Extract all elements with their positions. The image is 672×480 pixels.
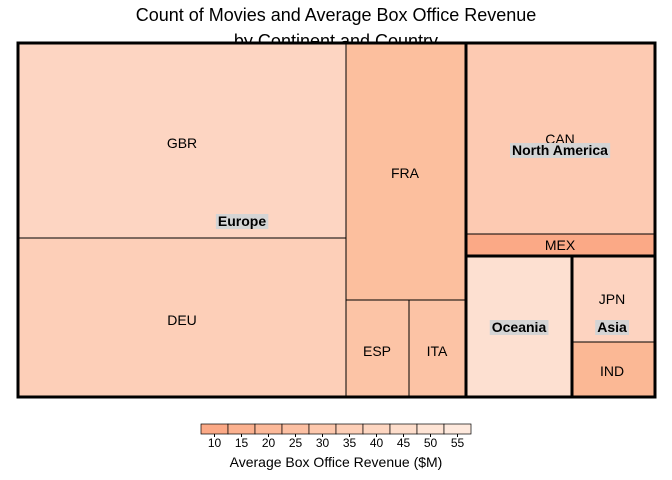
legend-swatch [389,423,418,435]
cell-label-jpn: JPN [599,291,625,307]
group-label-bg-oceania [489,320,549,335]
treemap-group-labels: Europe North America Oceania Asia [215,142,629,335]
cell-label-ita: ITA [427,343,448,359]
group-border-asia [570,254,657,399]
treemap-cells [17,42,656,398]
cell-label-deu: DEU [167,312,197,328]
legend-swatch [308,423,337,435]
treemap-group-borders [16,41,657,399]
legend-tick-label: 35 [343,436,357,450]
treemap-cell-ita [408,299,467,398]
legend-swatch [281,423,310,435]
legend-ticks: 10 15 20 25 30 35 40 45 50 55 [208,434,465,450]
legend-swatch [227,423,256,435]
group-label-asia: Asia [597,319,627,335]
treemap-cell-can [465,42,656,235]
cell-label-ind: IND [600,363,624,379]
chart-title-line-1: Count of Movies and Average Box Office R… [136,5,537,25]
color-legend: 10 15 20 25 30 35 40 45 50 55 Average Box Office … [200,423,472,470]
legend-swatch [254,423,283,435]
cell-label-gbr: GBR [167,135,197,151]
legend-tick-label: 40 [370,436,384,450]
legend-tick-label: 15 [235,436,249,450]
legend-tick-label: 20 [262,436,276,450]
cell-label-fra: FRA [391,165,420,181]
group-label-oceania: Oceania [492,319,547,335]
treemap-cell-ind [571,341,656,398]
legend-tick-label: 10 [208,436,222,450]
group-label-north-america: North America [512,142,608,158]
legend-swatches [200,423,472,435]
legend-swatch [416,423,445,435]
legend-tick-label: 45 [397,436,411,450]
group-label-bg-asia [595,320,629,335]
cell-label-esp: ESP [363,343,391,359]
legend-tick-label: 25 [289,436,303,450]
treemap-cell-deu [17,237,347,398]
legend-swatch [335,423,364,435]
group-label-bg-north-america [510,143,611,158]
legend-title: Average Box Office Revenue ($M) [230,454,443,470]
legend-swatch [362,423,391,435]
legend-swatch [200,423,229,435]
legend-tick-label: 55 [451,436,465,450]
legend-tick-label: 50 [424,436,438,450]
group-label-bg-europe [215,214,269,229]
group-label-europe: Europe [218,213,266,229]
cell-label-mex: MEX [545,237,576,253]
legend-tick-label: 30 [316,436,330,450]
legend-swatch [443,423,472,435]
